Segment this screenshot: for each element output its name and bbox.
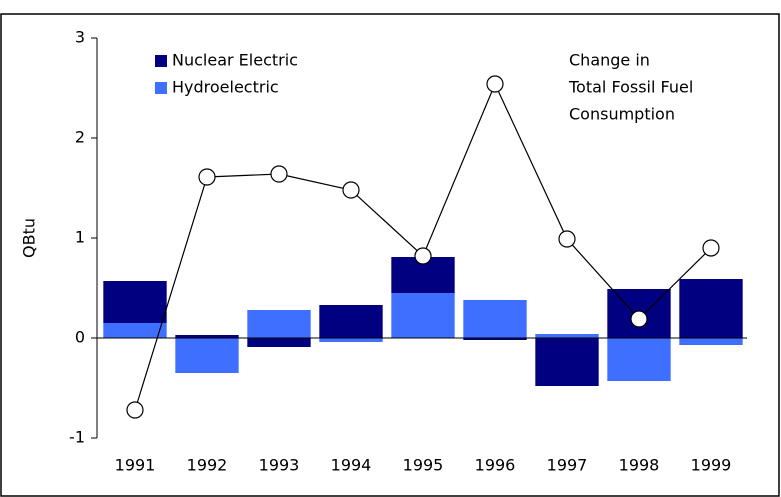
x-tick-label: 1995 xyxy=(403,456,444,475)
y-axis-label: QBtu xyxy=(20,218,39,258)
bar xyxy=(319,305,383,338)
bar xyxy=(103,281,167,323)
x-tick-label: 1991 xyxy=(115,456,156,475)
y-tick-label: 3 xyxy=(75,28,85,47)
bar xyxy=(463,300,527,338)
y-tick-label: -1 xyxy=(69,428,85,447)
legend-swatch xyxy=(155,82,167,94)
line-marker xyxy=(486,75,504,93)
annotation: Change in xyxy=(569,51,650,70)
line-marker xyxy=(126,401,144,419)
x-tick-label: 1999 xyxy=(691,456,732,475)
y-tick-label: 0 xyxy=(75,328,85,347)
legend-swatch xyxy=(155,55,167,67)
bar xyxy=(463,338,527,340)
bar xyxy=(679,338,743,345)
bar xyxy=(391,293,455,338)
line-marker xyxy=(414,247,432,265)
line-marker xyxy=(630,310,648,328)
legend-label: Hydroelectric xyxy=(172,78,279,97)
x-tick-label: 1997 xyxy=(547,456,588,475)
line-marker xyxy=(198,168,216,186)
bar xyxy=(175,338,239,373)
line-marker xyxy=(558,230,576,248)
bar xyxy=(247,338,311,347)
y-tick-label: 2 xyxy=(75,128,85,147)
line-marker xyxy=(342,181,360,199)
y-tick-label: 1 xyxy=(75,228,85,247)
bar xyxy=(679,279,743,338)
x-tick-label: 1994 xyxy=(331,456,372,475)
bar xyxy=(535,334,599,338)
bar xyxy=(247,310,311,338)
x-tick-label: 1992 xyxy=(187,456,228,475)
annotation: Total Fossil Fuel xyxy=(568,78,693,97)
bar xyxy=(535,338,599,386)
bar xyxy=(607,338,671,381)
bar xyxy=(175,335,239,338)
line-marker xyxy=(702,239,720,257)
legend-label: Nuclear Electric xyxy=(172,51,298,70)
x-tick-label: 1996 xyxy=(475,456,516,475)
x-tick-label: 1993 xyxy=(259,456,300,475)
bar xyxy=(103,323,167,338)
line-marker xyxy=(270,165,288,183)
frame xyxy=(0,13,780,497)
x-tick-label: 1998 xyxy=(619,456,660,475)
bar xyxy=(319,338,383,342)
annotation: Consumption xyxy=(569,105,675,124)
